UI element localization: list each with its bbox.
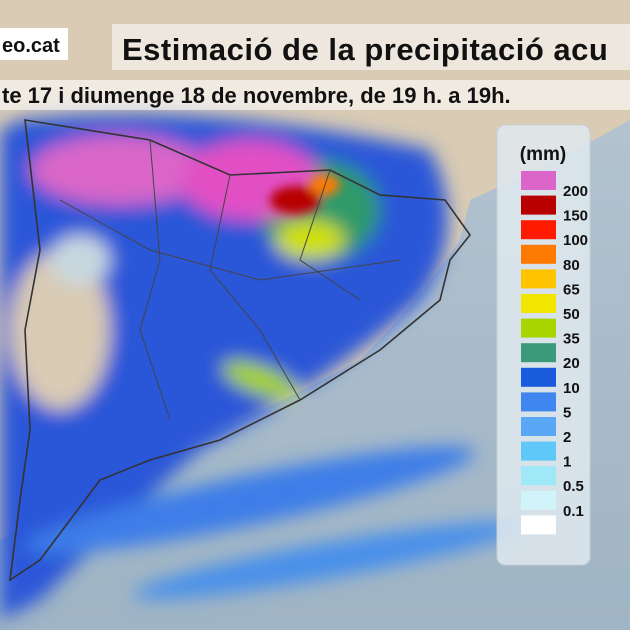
- legend-label: 80: [563, 257, 580, 274]
- site: eo.cat: [2, 35, 60, 57]
- legend-swatch: [521, 269, 556, 289]
- legend: 200 150 100 80 65 50 35 20 10 5 2 1 0.5 0.1: [521, 171, 588, 535]
- subtitle: te 17 i diumenge 18 de novembre, de 19 h…: [2, 83, 511, 108]
- legend-swatch: [521, 441, 556, 461]
- legend-swatch: [521, 318, 556, 338]
- legend-swatch: [521, 171, 556, 190]
- legend-label: 0.1: [563, 503, 584, 520]
- legend-label: 2: [563, 429, 571, 446]
- legend-label: 100: [563, 232, 588, 249]
- legend-swatch: [521, 392, 556, 412]
- legend-swatch: [521, 466, 556, 486]
- legend-label: 5: [563, 404, 571, 421]
- legend-swatch: [521, 417, 556, 436]
- site-box: [0, 28, 68, 60]
- legend-swatch: [521, 244, 556, 264]
- legend-label: 35: [563, 331, 580, 348]
- legend-label: 1: [563, 454, 571, 471]
- title-bar: [112, 24, 630, 70]
- title: Estimació de la precipitació acu: [122, 32, 608, 67]
- legend-swatch: [521, 195, 556, 215]
- legend-label: 10: [563, 380, 580, 397]
- legend-label: 0.5: [563, 478, 584, 495]
- legend-swatch: [521, 294, 556, 313]
- county-border: [59, 139, 401, 421]
- legend-label: 50: [563, 306, 580, 323]
- legend-label: 150: [563, 208, 588, 225]
- precipitation: [0, 114, 527, 621]
- subtitle-bar: [0, 80, 630, 110]
- legend-title: (mm): [520, 144, 566, 165]
- legend-label: 20: [563, 355, 580, 372]
- legend-swatch: [521, 343, 556, 363]
- legend-swatch: [521, 490, 556, 510]
- legend-swatch: [521, 515, 556, 535]
- legend-swatch: [521, 220, 556, 240]
- legend-label: 200: [563, 183, 588, 200]
- legend-swatch: [521, 367, 556, 387]
- legend-label: 65: [563, 281, 580, 298]
